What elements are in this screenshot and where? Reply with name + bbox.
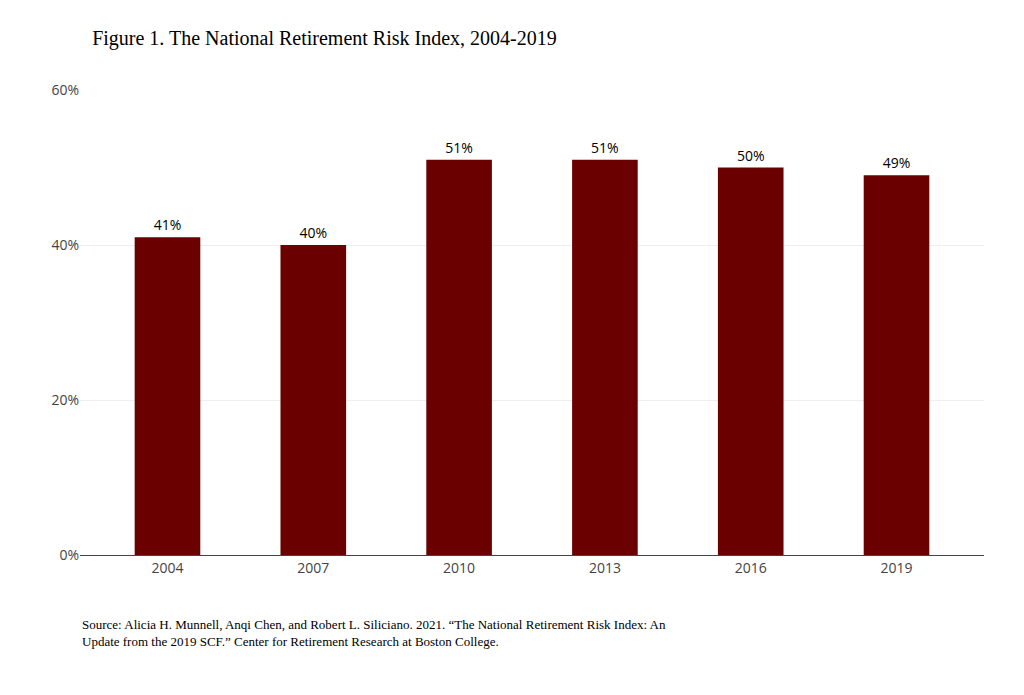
- svg-text:2007: 2007: [297, 558, 329, 577]
- svg-text:2004: 2004: [151, 558, 183, 577]
- svg-text:2019: 2019: [881, 558, 913, 577]
- svg-text:51%: 51%: [445, 138, 473, 157]
- svg-text:50%: 50%: [737, 146, 765, 165]
- svg-text:2013: 2013: [589, 558, 621, 577]
- svg-text:2016: 2016: [735, 558, 767, 577]
- svg-text:51%: 51%: [591, 138, 619, 157]
- svg-text:40%: 40%: [299, 223, 327, 242]
- svg-text:60%: 60%: [51, 80, 79, 99]
- svg-text:Figure 1. The National Retirem: Figure 1. The National Retirement Risk I…: [92, 27, 557, 50]
- svg-text:2010: 2010: [443, 558, 475, 577]
- svg-text:0%: 0%: [59, 545, 79, 564]
- svg-text:41%: 41%: [154, 215, 182, 234]
- svg-text:Source: Alicia H. Munnell, Anq: Source: Alicia H. Munnell, Anqi Chen, an…: [82, 617, 666, 649]
- svg-text:49%: 49%: [883, 153, 911, 172]
- svg-text:20%: 20%: [51, 390, 79, 409]
- svg-text:40%: 40%: [51, 235, 79, 254]
